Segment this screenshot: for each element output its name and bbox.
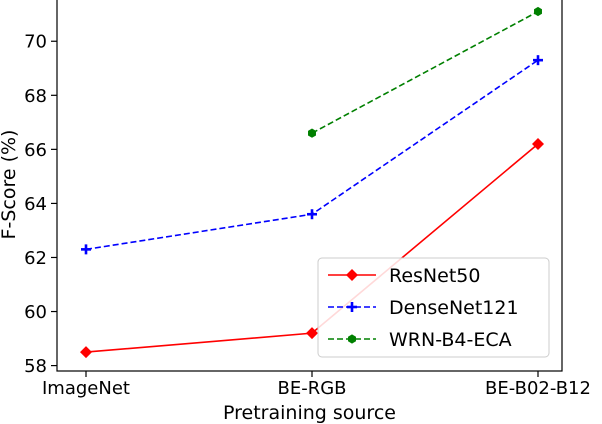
y-tick-label: 62 (24, 248, 47, 269)
y-tick-label: 58 (24, 356, 47, 377)
legend-box (317, 257, 550, 358)
data-point (81, 244, 91, 255)
legend-label: DenseNet121 (389, 297, 519, 319)
series-line (311, 10, 539, 134)
data-point (532, 137, 544, 150)
plot-area (56, 0, 563, 372)
legend-label: ResNet50 (389, 265, 480, 287)
legend-entry: DenseNet121 (328, 297, 519, 319)
data-point (80, 346, 92, 359)
legend-entry: ResNet50 (328, 265, 480, 287)
legend-label: WRN-B4-ECA (389, 329, 512, 351)
series-layer (80, 6, 544, 359)
axes-layer: 58 60 62 64 66 68 70 ImageNet BE-RGB BE-B02-B12 (24, 32, 591, 399)
series-resnet50 (80, 137, 544, 359)
y-tick-label: 70 (24, 32, 47, 53)
series-wrn-b4-eca (308, 6, 542, 138)
data-point (534, 6, 542, 17)
data-point (533, 55, 543, 66)
x-axis-title: Pretraining source (223, 402, 396, 424)
series-densenet121 (81, 55, 543, 255)
x-tick-label: BE-RGB (277, 378, 346, 399)
y-tick-label: 66 (24, 140, 47, 161)
y-tick-label: 64 (24, 194, 47, 215)
y-tick-label: 68 (24, 86, 47, 107)
legend-entry: WRN-B4-ECA (328, 329, 512, 351)
y-axis-title: F-Score (%) (0, 130, 20, 240)
data-point (308, 128, 316, 138)
x-tick-label: ImageNet (42, 378, 130, 399)
legend-marker (346, 269, 358, 281)
x-tick-label: BE-B02-B12 (485, 378, 591, 399)
legend: ResNet50 DenseNet121 WRN-B4-ECA (317, 257, 550, 358)
data-point (307, 209, 317, 220)
plot-frame (56, 0, 563, 372)
legend-marker (347, 302, 357, 312)
y-tick-label: 60 (24, 302, 47, 323)
data-point (306, 327, 318, 340)
legend-marker (348, 334, 356, 344)
